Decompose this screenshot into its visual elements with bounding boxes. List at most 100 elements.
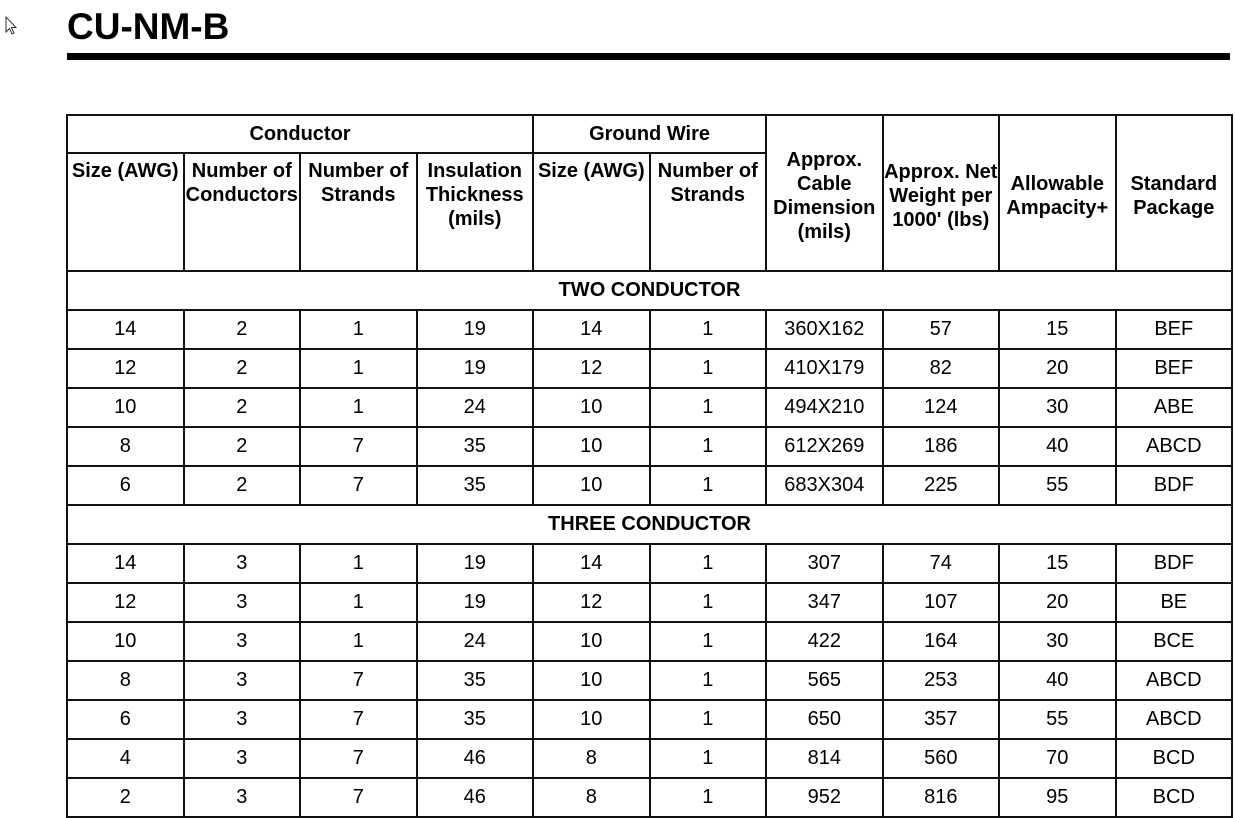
table-cell: BDF bbox=[1114, 543, 1234, 584]
table-cell: 3 bbox=[182, 699, 301, 740]
table-cell: 186 bbox=[881, 426, 1001, 467]
header-ground-wire: Ground Wire bbox=[532, 114, 768, 154]
table-cell: 55 bbox=[998, 465, 1117, 506]
table-cell: 12 bbox=[66, 582, 185, 623]
table-cell: 7 bbox=[299, 738, 418, 779]
table-cell: 20 bbox=[998, 582, 1117, 623]
header-ground-size: Size (AWG) bbox=[532, 152, 651, 272]
table-cell: 46 bbox=[415, 777, 535, 818]
table-cell: 55 bbox=[998, 699, 1117, 740]
table-row: 12 2 1 19 12 1 410X179 82 20 BEF bbox=[66, 348, 1234, 389]
table-cell: 35 bbox=[415, 465, 535, 506]
table-cell: 14 bbox=[532, 543, 651, 584]
table-cell: 46 bbox=[415, 738, 535, 779]
table-cell: 347 bbox=[765, 582, 884, 623]
table-cell: 107 bbox=[881, 582, 1001, 623]
section-label: TWO CONDUCTOR bbox=[65, 270, 1234, 311]
table-cell: 1 bbox=[648, 348, 768, 389]
table-cell: 1 bbox=[648, 426, 768, 467]
table-cell: 12 bbox=[532, 348, 651, 389]
table-cell: 10 bbox=[532, 465, 651, 506]
table-cell: 612X269 bbox=[765, 426, 884, 467]
table-cell: 24 bbox=[415, 621, 535, 662]
table-cell: 10 bbox=[532, 387, 651, 428]
table-cell: 952 bbox=[765, 777, 884, 818]
table-cell: 560 bbox=[881, 738, 1001, 779]
cable-spec-table: Conductor Ground Wire Approx. Cable Dime… bbox=[65, 114, 1234, 818]
title-rule bbox=[67, 53, 1230, 60]
table-cell: 30 bbox=[998, 387, 1117, 428]
table-cell: 1 bbox=[648, 465, 768, 506]
table-cell: 8 bbox=[66, 426, 185, 467]
table-cell: 1 bbox=[299, 621, 418, 662]
table-cell: 357 bbox=[881, 699, 1001, 740]
table-cell: 12 bbox=[66, 348, 185, 389]
table-cell: 24 bbox=[415, 387, 535, 428]
section-label: THREE CONDUCTOR bbox=[65, 504, 1234, 545]
table-cell: 70 bbox=[998, 738, 1117, 779]
table-cell: 253 bbox=[881, 660, 1001, 701]
table-cell: 14 bbox=[66, 309, 185, 350]
header-insulation-thickness: Insulation Thickness (mils) bbox=[415, 152, 535, 272]
header-net-weight: Approx. Net Weight per 1000' (lbs) bbox=[881, 114, 1001, 272]
table-cell: 7 bbox=[299, 426, 418, 467]
table-cell: 14 bbox=[66, 543, 185, 584]
header-package: Standard Package bbox=[1114, 114, 1234, 272]
table-cell: 2 bbox=[182, 348, 301, 389]
table-cell: 7 bbox=[299, 660, 418, 701]
table-cell: 10 bbox=[532, 660, 651, 701]
table-cell: 40 bbox=[998, 426, 1117, 467]
table-cell: 10 bbox=[66, 621, 185, 662]
table-cell: 6 bbox=[66, 465, 185, 506]
table-cell: ABCD bbox=[1114, 660, 1234, 701]
table-row: 14 3 1 19 14 1 307 74 15 BDF bbox=[66, 543, 1234, 584]
table-cell: 15 bbox=[998, 309, 1117, 350]
table-cell: 3 bbox=[182, 621, 301, 662]
table-cell: 1 bbox=[648, 738, 768, 779]
table-row: 4 3 7 46 8 1 814 560 70 BCD bbox=[66, 738, 1234, 779]
table-row: 8 2 7 35 10 1 612X269 186 40 ABCD bbox=[66, 426, 1234, 467]
table-cell: 3 bbox=[182, 543, 301, 584]
mouse-cursor-icon bbox=[5, 16, 18, 35]
table-cell: 15 bbox=[998, 543, 1117, 584]
table-cell: BE bbox=[1114, 582, 1234, 623]
table-cell: 35 bbox=[415, 426, 535, 467]
table-cell: 95 bbox=[998, 777, 1117, 818]
table-cell: 360X162 bbox=[765, 309, 884, 350]
table-cell: 2 bbox=[182, 387, 301, 428]
table-row: 12 3 1 19 12 1 347 107 20 BE bbox=[66, 582, 1234, 623]
section-row: THREE CONDUCTOR bbox=[65, 504, 1234, 545]
table-cell: ABCD bbox=[1114, 699, 1234, 740]
table-cell: 14 bbox=[532, 309, 651, 350]
table-row: 6 3 7 35 10 1 650 357 55 ABCD bbox=[66, 699, 1234, 740]
table-cell: 816 bbox=[881, 777, 1001, 818]
table-cell: ABE bbox=[1114, 387, 1234, 428]
table-cell: 124 bbox=[881, 387, 1001, 428]
table-cell: 10 bbox=[66, 387, 185, 428]
table-cell: 683X304 bbox=[765, 465, 884, 506]
table-cell: 10 bbox=[532, 621, 651, 662]
table-cell: 2 bbox=[182, 465, 301, 506]
table-cell: BCE bbox=[1114, 621, 1234, 662]
page-title: CU-NM-B bbox=[67, 6, 230, 47]
table-cell: BEF bbox=[1114, 348, 1234, 389]
table-body: TWO CONDUCTOR 14 2 1 19 14 1 360X162 57 15 BEF 12 2 1… bbox=[65, 270, 1234, 818]
table-cell: 7 bbox=[299, 465, 418, 506]
header-ampacity: Allowable Ampacity+ bbox=[998, 114, 1117, 272]
table-cell: 20 bbox=[998, 348, 1117, 389]
table-cell: 19 bbox=[415, 543, 535, 584]
table-cell: BCD bbox=[1114, 738, 1234, 779]
table-cell: 12 bbox=[532, 582, 651, 623]
table-cell: 3 bbox=[182, 582, 301, 623]
table-cell: 4 bbox=[66, 738, 185, 779]
header-cable-dimension: Approx. Cable Dimension (mils) bbox=[765, 114, 884, 272]
table-cell: 225 bbox=[881, 465, 1001, 506]
table-row: 2 3 7 46 8 1 952 816 95 BCD bbox=[66, 777, 1234, 818]
table-cell: 650 bbox=[765, 699, 884, 740]
table-cell: 57 bbox=[881, 309, 1001, 350]
table-cell: 2 bbox=[182, 309, 301, 350]
table-cell: 82 bbox=[881, 348, 1001, 389]
header-number-of-conductors: Number of Conductors bbox=[182, 152, 301, 272]
table-cell: 6 bbox=[66, 699, 185, 740]
table-cell: 1 bbox=[299, 582, 418, 623]
